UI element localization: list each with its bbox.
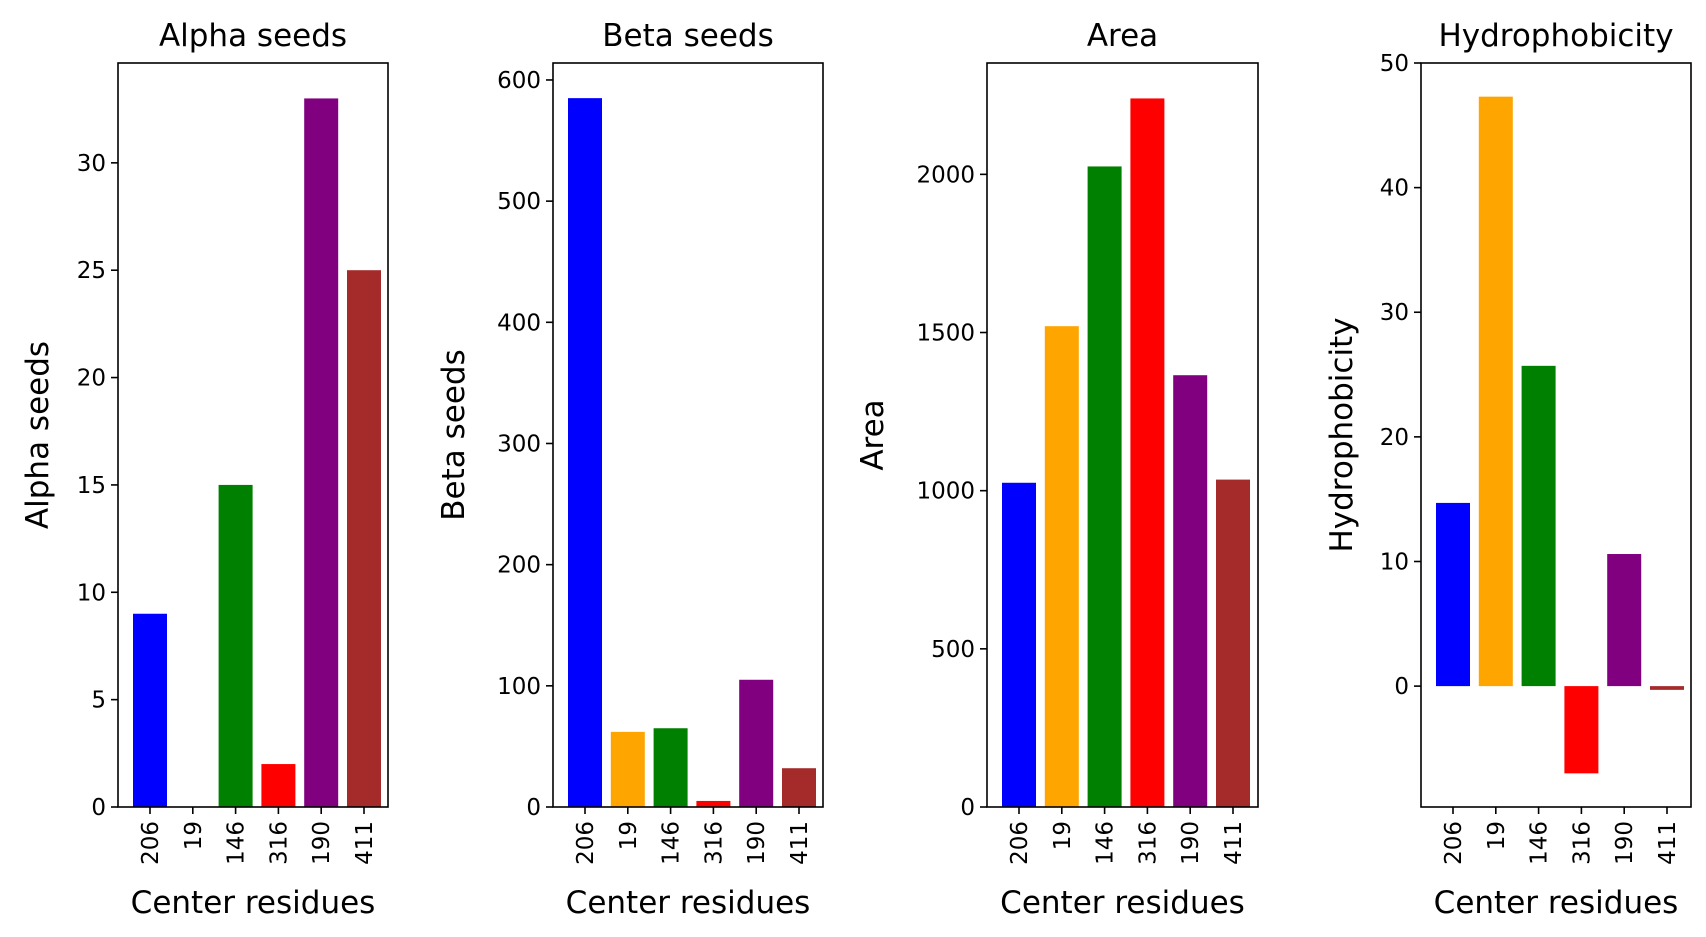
- y-tick-label: 30: [77, 151, 106, 177]
- x-tick-label: 206: [138, 821, 164, 865]
- y-tick-label: 10: [1380, 549, 1409, 575]
- y-tick-label: 20: [1380, 425, 1409, 451]
- chart-title: Hydrophobicity: [1438, 18, 1673, 54]
- x-tick-label: 19: [1050, 821, 1076, 850]
- bar-411: [782, 768, 816, 807]
- y-axis-label: Alpha seeds: [20, 341, 56, 529]
- x-tick-label: 19: [1484, 821, 1510, 850]
- x-tick-label: 411: [1655, 821, 1681, 865]
- chart-title: Alpha seeds: [159, 18, 347, 54]
- chart-panel: 206 19 146 316 190 411 0 100 200 300 400 500 600 Beta…: [436, 18, 824, 921]
- chart-title: Beta seeds: [602, 18, 773, 54]
- bar-411: [347, 270, 381, 807]
- y-tick-label: 200: [497, 553, 541, 579]
- y-tick-label: 10: [77, 580, 106, 606]
- x-tick-label: 146: [224, 821, 250, 865]
- x-axis-label: Center residues: [1434, 885, 1679, 921]
- y-tick-label: 0: [91, 795, 106, 821]
- x-tick-label: 190: [744, 821, 770, 865]
- x-axis-label: Center residues: [131, 885, 376, 921]
- bar-190: [1607, 554, 1642, 687]
- y-tick-label: 25: [77, 258, 106, 284]
- x-tick-label: 316: [701, 821, 727, 865]
- bar-146: [653, 728, 688, 807]
- y-tick-label: 50: [1380, 51, 1409, 77]
- bar-411: [1650, 686, 1684, 690]
- bar-206: [133, 613, 167, 807]
- y-tick-label: 500: [497, 189, 541, 215]
- y-tick-label: 40: [1380, 176, 1409, 202]
- bar-19: [1478, 96, 1513, 687]
- x-tick-label: 146: [659, 821, 685, 865]
- bar-19: [610, 731, 645, 807]
- x-tick-label: 316: [266, 821, 292, 865]
- chart-panel: 206 19 146 316 190 411 0 10 20 30 40 50 Hydrophobici…: [1324, 18, 1692, 921]
- bar-316: [261, 764, 296, 807]
- x-tick-label: 206: [1441, 821, 1467, 865]
- bar-146: [1521, 365, 1556, 687]
- x-axis-label: Center residues: [1000, 885, 1245, 921]
- y-tick-label: 5: [91, 688, 106, 714]
- y-tick-label: 0: [1394, 674, 1409, 700]
- y-tick-label: 20: [77, 366, 106, 392]
- x-tick-label: 19: [616, 821, 642, 850]
- y-axis-label: Beta seeds: [436, 349, 472, 520]
- x-tick-label: 19: [181, 821, 207, 850]
- y-tick-label: 100: [497, 674, 541, 700]
- plot-frame: [1420, 62, 1692, 808]
- y-tick-label: 15: [77, 473, 106, 499]
- y-tick-label: 30: [1380, 300, 1409, 326]
- x-tick-label: 190: [1178, 821, 1204, 865]
- y-tick-label: 0: [526, 795, 541, 821]
- y-tick-label: 1500: [916, 321, 975, 347]
- bar-146: [1087, 166, 1122, 807]
- x-tick-label: 190: [309, 821, 335, 865]
- chart-panel: 206 19 146 316 190 411 0 500 1000 1500 2000 Area Cen…: [855, 18, 1259, 921]
- x-tick-label: 316: [1569, 821, 1595, 865]
- bar-19: [1044, 326, 1079, 807]
- bar-206: [568, 98, 602, 807]
- x-tick-label: 206: [1007, 821, 1033, 865]
- bar-190: [304, 98, 339, 808]
- plot-frame: [552, 62, 824, 808]
- bar-411: [1216, 479, 1250, 807]
- plot-frame: [986, 62, 1259, 808]
- y-tick-label: 1000: [916, 479, 975, 505]
- y-tick-label: 600: [497, 68, 541, 94]
- bar-146: [218, 484, 253, 807]
- y-tick-label: 300: [497, 431, 541, 457]
- y-axis-label: Hydrophobicity: [1324, 317, 1360, 552]
- x-tick-label: 411: [1221, 821, 1247, 865]
- bar-316: [696, 800, 731, 807]
- x-tick-label: 146: [1527, 821, 1553, 865]
- x-tick-label: 190: [1612, 821, 1638, 865]
- y-tick-label: 500: [931, 637, 975, 663]
- x-tick-label: 411: [787, 821, 813, 865]
- plot-frame: [117, 62, 389, 808]
- x-tick-label: 316: [1135, 821, 1161, 865]
- y-axis-label: Area: [855, 399, 891, 470]
- y-tick-label: 400: [497, 310, 541, 336]
- bar-206: [1436, 502, 1470, 687]
- y-tick-label: 0: [960, 795, 975, 821]
- bar-316: [1564, 686, 1599, 774]
- chart-title: Area: [1087, 18, 1158, 54]
- x-tick-label: 146: [1093, 821, 1119, 865]
- chart-panel: 206 19 146 316 190 411 0 5 10 15 20 25 30 Alpha seeds…: [20, 18, 389, 921]
- bar-316: [1130, 98, 1165, 808]
- bar-190: [739, 679, 774, 807]
- bar-190: [1173, 375, 1208, 807]
- x-tick-label: 411: [352, 821, 378, 865]
- bar-206: [1002, 482, 1036, 807]
- y-tick-label: 2000: [916, 162, 975, 188]
- x-axis-label: Center residues: [566, 885, 811, 921]
- x-tick-label: 206: [573, 821, 599, 865]
